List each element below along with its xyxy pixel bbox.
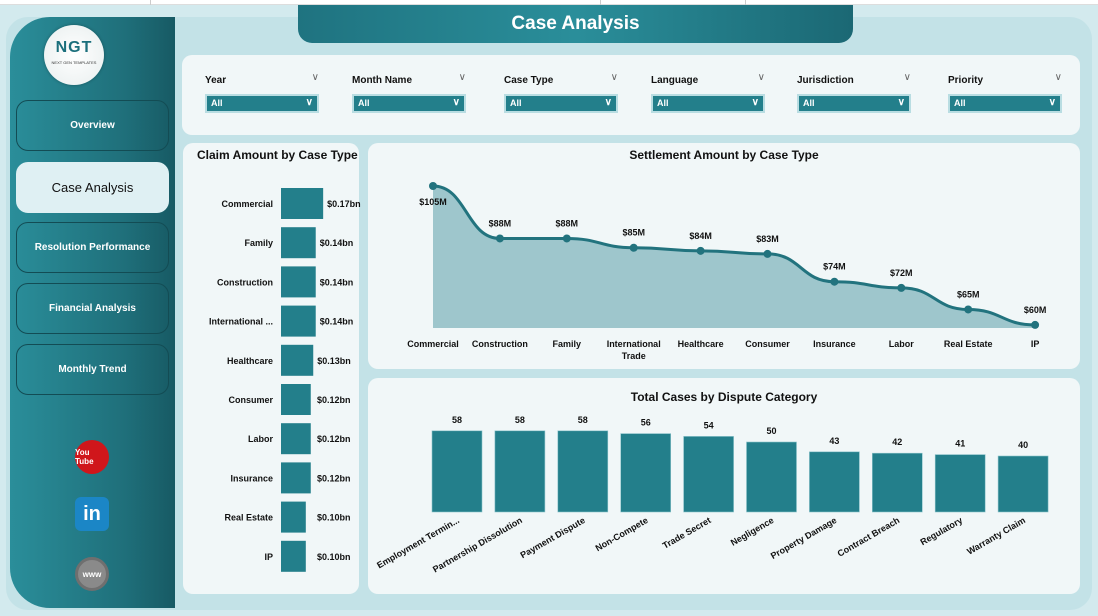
filter-dropdown[interactable]: All ∨ bbox=[651, 94, 765, 113]
filter-panel: Year ∨ All ∨ Month Name ∨ All ∨ Case Type ∨ All ∨ La… bbox=[182, 55, 1080, 135]
chevron-down-icon[interactable]: ∨ bbox=[610, 72, 618, 83]
ngt-logo: NGT NEXT GEN TEMPLATES bbox=[44, 25, 104, 85]
youtube-icon[interactable]: You Tube bbox=[75, 440, 109, 474]
settlement-panel: Settlement Amount by Case Type bbox=[368, 143, 1080, 369]
cases-chart-title: Total Cases by Dispute Category bbox=[630, 390, 818, 404]
chevron-down-icon: ∨ bbox=[604, 97, 612, 108]
claim-chart-title: Claim Amount by Case Type bbox=[197, 148, 358, 162]
nav-case-analysis[interactable]: Case Analysis bbox=[16, 162, 169, 213]
logo-sub-text: NEXT GEN TEMPLATES bbox=[51, 60, 97, 65]
chevron-down-icon[interactable]: ∨ bbox=[458, 72, 466, 83]
page-title: Case Analysis bbox=[298, 5, 853, 43]
filter-year: Year ∨ All ∨ bbox=[205, 72, 319, 113]
chevron-down-icon[interactable]: ∨ bbox=[1054, 72, 1062, 83]
filter-dropdown[interactable]: All ∨ bbox=[797, 94, 911, 113]
nav-resolution-performance[interactable]: Resolution Performance bbox=[16, 222, 169, 273]
nav-overview[interactable]: Overview bbox=[16, 100, 169, 151]
claim-amount-panel: Claim Amount by Case Type bbox=[183, 143, 359, 594]
chevron-down-icon[interactable]: ∨ bbox=[757, 72, 765, 83]
filter-jurisdiction: Jurisdiction ∨ All ∨ bbox=[797, 72, 911, 113]
chevron-down-icon: ∨ bbox=[1048, 97, 1056, 108]
filter-month-name: Month Name ∨ All ∨ bbox=[352, 72, 466, 113]
filter-case-type: Case Type ∨ All ∨ bbox=[504, 72, 618, 113]
filter-dropdown[interactable]: All ∨ bbox=[352, 94, 466, 113]
chevron-down-icon: ∨ bbox=[452, 97, 460, 108]
globe-www-icon[interactable]: www bbox=[75, 557, 109, 591]
nav-monthly-trend[interactable]: Monthly Trend bbox=[16, 344, 169, 395]
filter-priority: Priority ∨ All ∨ bbox=[948, 72, 1062, 113]
cases-panel: Total Cases by Dispute Category bbox=[368, 378, 1080, 594]
linkedin-icon[interactable]: in bbox=[75, 497, 109, 531]
top-ribbon-strip bbox=[0, 0, 1098, 5]
logo-main-text: NGT bbox=[55, 39, 93, 56]
filter-dropdown[interactable]: All ∨ bbox=[205, 94, 319, 113]
filter-dropdown[interactable]: All ∨ bbox=[948, 94, 1062, 113]
filter-dropdown[interactable]: All ∨ bbox=[504, 94, 618, 113]
nav-financial-analysis[interactable]: Financial Analysis bbox=[16, 283, 169, 334]
chevron-down-icon[interactable]: ∨ bbox=[311, 72, 319, 83]
chevron-down-icon: ∨ bbox=[305, 97, 313, 108]
chevron-down-icon: ∨ bbox=[897, 97, 905, 108]
settlement-chart-title: Settlement Amount by Case Type bbox=[629, 148, 819, 162]
filter-language: Language ∨ All ∨ bbox=[651, 72, 765, 113]
chevron-down-icon: ∨ bbox=[751, 97, 759, 108]
chevron-down-icon[interactable]: ∨ bbox=[903, 72, 911, 83]
